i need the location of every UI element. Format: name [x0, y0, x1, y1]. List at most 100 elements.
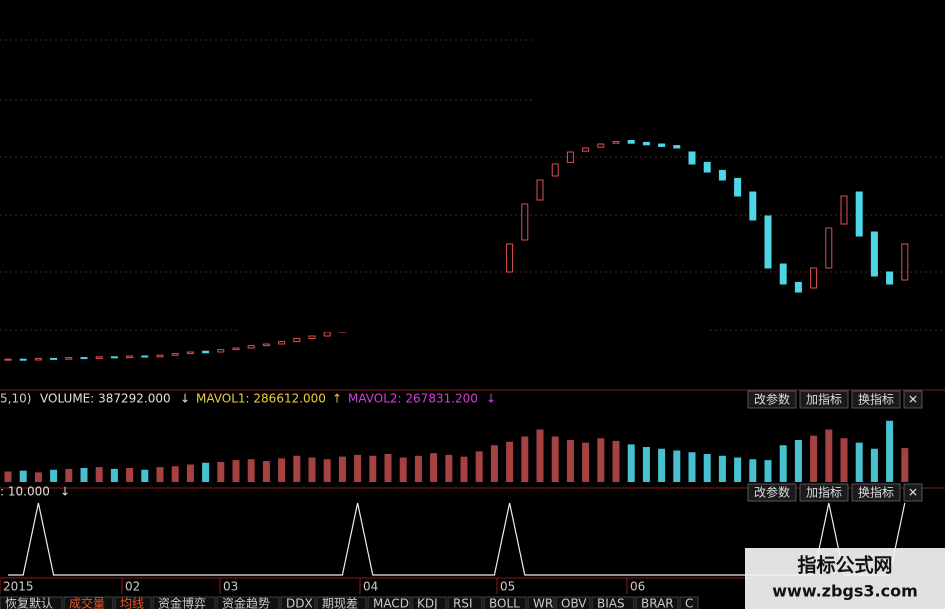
- candle: [642, 141, 650, 146]
- tab-label[interactable]: MACD: [373, 597, 409, 609]
- candle: [34, 357, 42, 361]
- tab[interactable]: [447, 596, 483, 609]
- tab-label[interactable]: 成交量: [69, 596, 105, 609]
- candle: [612, 141, 620, 144]
- button-label[interactable]: 改参数: [754, 485, 790, 500]
- watermark-box: [745, 548, 945, 609]
- button[interactable]: [747, 390, 797, 409]
- arrow: ↓: [180, 392, 190, 406]
- tab[interactable]: [63, 596, 114, 609]
- tab-label[interactable]: 恢复默认: [5, 596, 53, 609]
- axis-label: 05: [500, 580, 515, 594]
- candle: [658, 143, 666, 147]
- candle: [65, 357, 73, 360]
- tab-label[interactable]: BIAS: [597, 597, 625, 609]
- button-label[interactable]: 改参数: [754, 392, 790, 407]
- candle: [95, 356, 103, 359]
- button-label[interactable]: 换指标: [858, 392, 894, 407]
- tab[interactable]: [527, 596, 555, 609]
- volume-bar: [506, 441, 514, 482]
- volume-bar: [855, 442, 863, 482]
- candle: [110, 356, 118, 359]
- volume-bar: [80, 468, 88, 482]
- button-label[interactable]: ✕: [908, 486, 918, 500]
- tab-bar: 恢复默认 成交量 均线 资金博弈 资金趋势 DDX 期现差 MACD KDJ RSI BOLL WR O…: [0, 596, 699, 609]
- volume-bar: [734, 457, 742, 482]
- volume-panel: [4, 420, 909, 482]
- tab-label[interactable]: BRAR: [641, 597, 674, 609]
- tab[interactable]: [635, 596, 679, 609]
- tab-label[interactable]: 资金趋势: [222, 596, 270, 609]
- volume-bar: [202, 462, 210, 482]
- mavol2-label: MAVOL2: 267831.200: [348, 392, 478, 406]
- tab-label[interactable]: 资金博弈: [158, 596, 206, 609]
- tab[interactable]: [152, 596, 216, 609]
- tab[interactable]: [555, 596, 591, 609]
- candle: [4, 358, 12, 361]
- button-label[interactable]: 加指标: [806, 485, 842, 500]
- button[interactable]: [851, 483, 901, 502]
- candle: [627, 139, 635, 144]
- candle: [886, 271, 894, 285]
- volume-bar: [384, 454, 392, 482]
- candle: [247, 345, 255, 349]
- tab[interactable]: [316, 596, 367, 609]
- button[interactable]: [903, 483, 923, 502]
- tab-label[interactable]: KDJ: [417, 597, 438, 609]
- tab-label[interactable]: C: [685, 597, 693, 609]
- tab-label[interactable]: BOLL: [489, 597, 520, 609]
- candle: [794, 281, 802, 293]
- tab[interactable]: [114, 596, 152, 609]
- tab-label[interactable]: DDX: [286, 597, 313, 609]
- volume-bar: [323, 459, 331, 482]
- button[interactable]: [799, 390, 849, 409]
- params: 5,10): [0, 392, 31, 406]
- tab-label[interactable]: 期现差: [322, 597, 358, 609]
- volume-bar: [217, 461, 225, 482]
- volume-bar: [612, 440, 620, 482]
- candle: [566, 151, 574, 163]
- candle: [171, 353, 179, 356]
- tab[interactable]: [591, 596, 635, 609]
- tab[interactable]: [411, 596, 447, 609]
- candle: [217, 349, 225, 353]
- tab[interactable]: [679, 596, 699, 609]
- volume-bar: [308, 457, 316, 482]
- volume-bar: [749, 459, 757, 482]
- tab[interactable]: [280, 596, 316, 609]
- volume-bar: [475, 451, 483, 482]
- tab[interactable]: [0, 596, 63, 609]
- volume-bar: [521, 436, 529, 482]
- candle: [262, 343, 270, 347]
- candle: [232, 347, 240, 351]
- volume-bar: [262, 461, 270, 482]
- button-label[interactable]: 换指标: [858, 485, 894, 500]
- button-label[interactable]: 加指标: [806, 392, 842, 407]
- tab[interactable]: [367, 596, 411, 609]
- tab-label[interactable]: RSI: [453, 597, 473, 609]
- button[interactable]: [747, 483, 797, 502]
- button[interactable]: [903, 390, 923, 409]
- tab-label[interactable]: 均线: [120, 597, 144, 609]
- volume-bar: [50, 469, 58, 482]
- button[interactable]: [851, 390, 901, 409]
- volume-bar: [886, 420, 894, 482]
- candle: [126, 355, 134, 359]
- tab[interactable]: [483, 596, 527, 609]
- volume-bar: [369, 455, 377, 482]
- tab-label[interactable]: WR: [533, 597, 553, 609]
- candle: [156, 354, 164, 358]
- button-label[interactable]: ✕: [908, 393, 918, 407]
- volume-bar: [186, 464, 194, 482]
- volume-bar: [338, 456, 346, 482]
- tab[interactable]: [216, 596, 280, 609]
- volume-bar: [141, 469, 149, 482]
- volume-bar: [627, 444, 635, 482]
- axis-label: 06: [630, 580, 645, 594]
- candle: [597, 143, 605, 148]
- button[interactable]: [799, 483, 849, 502]
- tab-label[interactable]: OBV: [561, 597, 587, 609]
- volume-bar: [171, 466, 179, 482]
- watermark-url: www.zbgs3.com: [772, 582, 918, 601]
